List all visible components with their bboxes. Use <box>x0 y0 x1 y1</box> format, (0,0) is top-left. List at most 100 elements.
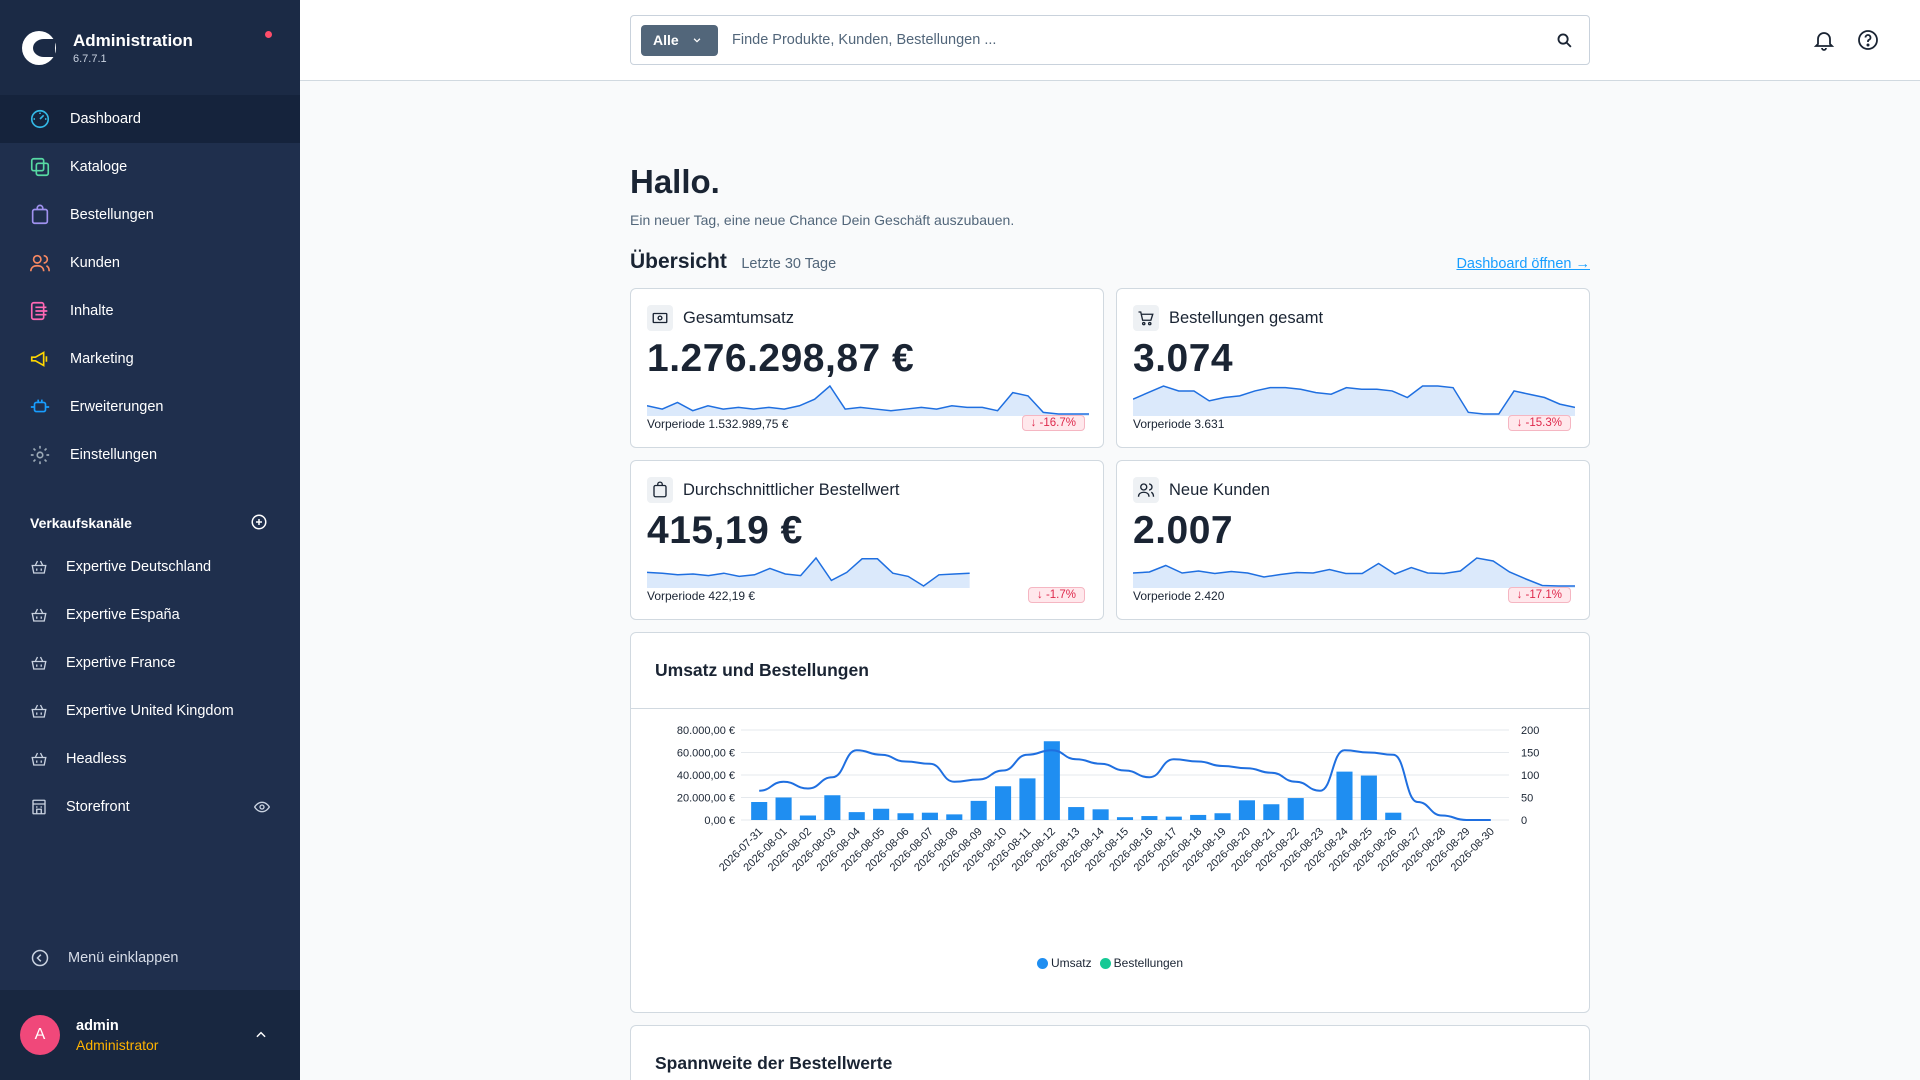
bar-umsatz <box>1190 814 1207 820</box>
bag-icon <box>647 477 673 503</box>
kpi-value: 1.276.298,87 € <box>647 337 915 380</box>
kpi-change-badge: ↓ -17.1% <box>1507 587 1571 603</box>
dashboard-main: Hallo. Ein neuer Tag, eine neue Chance D… <box>630 81 1590 1080</box>
bar-umsatz <box>970 800 987 820</box>
bar-umsatz <box>824 795 841 820</box>
nav-label: Einstellungen <box>70 447 158 463</box>
sales-channels-title: Verkaufskanäle <box>30 515 132 531</box>
bar-umsatz <box>946 814 963 820</box>
main-nav: Dashboard Kataloge Bestellungen Kunden I… <box>0 95 300 479</box>
kpi-change-badge: ↓ -15.3% <box>1507 415 1571 431</box>
kpi-sparkline <box>647 556 970 588</box>
app-title: Administration <box>73 30 193 50</box>
search-filter-label: Alle <box>653 32 679 48</box>
kpi-label: Neue Kunden <box>1169 480 1270 499</box>
search-filter-select[interactable]: Alle <box>641 24 718 56</box>
nav-label: Marketing <box>70 351 134 367</box>
sales-channel-item[interactable]: Expertive France <box>0 639 300 687</box>
y-tick-left: 40.000,00 € <box>677 770 735 782</box>
shopware-logo-icon[interactable] <box>22 30 56 65</box>
bar-umsatz <box>1068 807 1085 820</box>
kpi-card-orders: Bestellungen gesamt 3.074 Vorperiode 3.6… <box>1116 288 1590 448</box>
bar-umsatz <box>1336 771 1353 820</box>
chart-legend: Umsatz Bestellungen <box>631 956 1589 970</box>
nav-item-marketing[interactable]: Marketing <box>0 335 300 383</box>
bar-umsatz <box>873 808 890 820</box>
kpi-label: Durchschnittlicher Bestellwert <box>683 480 900 499</box>
eye-icon[interactable] <box>253 799 271 819</box>
help-icon[interactable] <box>1856 28 1880 52</box>
y-tick-right: 150 <box>1521 748 1539 760</box>
kpi-previous: Vorperiode 2.420 <box>1133 589 1225 603</box>
settings-icon <box>29 444 51 466</box>
search-input[interactable] <box>732 32 1539 48</box>
y-tick-left: 20.000,00 € <box>677 793 735 805</box>
basket-icon <box>30 558 48 576</box>
catalog-icon <box>29 156 51 178</box>
sales-channel-label: Expertive Deutschland <box>66 559 212 575</box>
bar-umsatz <box>1360 775 1377 820</box>
sales-channel-item[interactable]: Storefront <box>0 783 300 831</box>
chevron-up-icon[interactable] <box>254 1028 268 1047</box>
user-menu[interactable]: A admin Administrator <box>0 990 300 1080</box>
bar-umsatz <box>848 812 865 820</box>
sidebar-header: Administration 6.7.7.1 <box>0 0 300 95</box>
page-title: Hallo. <box>630 163 720 200</box>
overview-header: Übersicht Letzte 30 Tage Dashboard öffne… <box>630 250 1590 274</box>
bar-umsatz <box>921 812 938 820</box>
search-icon[interactable] <box>1539 16 1589 64</box>
users-icon <box>1133 477 1159 503</box>
add-sales-channel-icon[interactable] <box>250 513 268 534</box>
sales-channel-item[interactable]: Expertive España <box>0 591 300 639</box>
legend-label: Umsatz <box>1050 956 1092 970</box>
sparkline-area <box>1133 558 1575 588</box>
extensions-icon <box>29 396 51 418</box>
bell-icon[interactable] <box>1812 28 1836 52</box>
y-tick-right: 50 <box>1521 793 1533 805</box>
top-bar: Alle <box>300 0 1920 81</box>
sales-channel-label: Expertive United Kingdom <box>66 703 234 719</box>
customers-icon <box>29 252 51 274</box>
panel-title: Spannweite der Bestellwerte <box>655 1053 893 1073</box>
sales-channel-item[interactable]: Expertive United Kingdom <box>0 687 300 735</box>
nav-item-erweiterungen[interactable]: Erweiterungen <box>0 383 300 431</box>
nav-item-inhalte[interactable]: Inhalte <box>0 287 300 335</box>
arrow-left-circle-icon <box>30 948 50 968</box>
nav-item-einstellungen[interactable]: Einstellungen <box>0 431 300 479</box>
collapse-menu-button[interactable]: Menü einklappen <box>0 938 300 978</box>
sales-channel-label: Headless <box>66 751 127 767</box>
kpi-previous: Vorperiode 422,19 € <box>647 589 756 603</box>
page-subtitle: Ein neuer Tag, eine neue Chance Dein Ges… <box>630 212 1015 228</box>
user-name: admin <box>76 1017 119 1034</box>
bar-umsatz <box>1092 809 1109 820</box>
kpi-value: 3.074 <box>1133 337 1234 380</box>
bar-umsatz <box>1263 804 1280 820</box>
nav-label: Dashboard <box>70 111 141 127</box>
sparkline-area <box>647 558 970 588</box>
sparkline-line <box>1133 385 1575 415</box>
kpi-cards: Gesamtumsatz 1.276.298,87 € Vorperiode 1… <box>630 288 1590 620</box>
nav-item-bestellungen[interactable]: Bestellungen <box>0 191 300 239</box>
user-role: Administrator <box>76 1036 159 1053</box>
sales-channel-item[interactable]: Expertive Deutschland <box>0 543 300 591</box>
revenue-orders-chart: 80.000,00 € 200 60.000,00 € 150 40.000,00 € 1… <box>677 725 1539 874</box>
chart-panel-title: Umsatz und Bestellungen <box>631 633 1589 709</box>
kpi-previous: Vorperiode 3.631 <box>1133 417 1225 431</box>
sales-channel-item[interactable]: Headless <box>0 735 300 783</box>
nav-label: Erweiterungen <box>70 399 164 415</box>
marketing-icon <box>29 348 51 370</box>
bar-umsatz <box>1165 816 1182 820</box>
collapse-label: Menü einklappen <box>68 950 179 966</box>
storefront-icon <box>30 798 48 816</box>
y-tick-left: 0,00 € <box>704 815 735 827</box>
money-icon <box>647 305 673 331</box>
bar-umsatz <box>751 802 768 820</box>
nav-item-dashboard[interactable]: Dashboard <box>0 95 300 143</box>
bar-umsatz <box>1019 778 1036 820</box>
open-dashboard-link[interactable]: Dashboard öffnen → <box>1456 256 1590 272</box>
legend-item-umsatz[interactable]: Umsatz <box>1036 956 1092 970</box>
nav-item-kataloge[interactable]: Kataloge <box>0 143 300 191</box>
legend-item-bestellungen[interactable]: Bestellungen <box>1099 956 1183 970</box>
nav-item-kunden[interactable]: Kunden <box>0 239 300 287</box>
orders-icon <box>29 204 51 226</box>
